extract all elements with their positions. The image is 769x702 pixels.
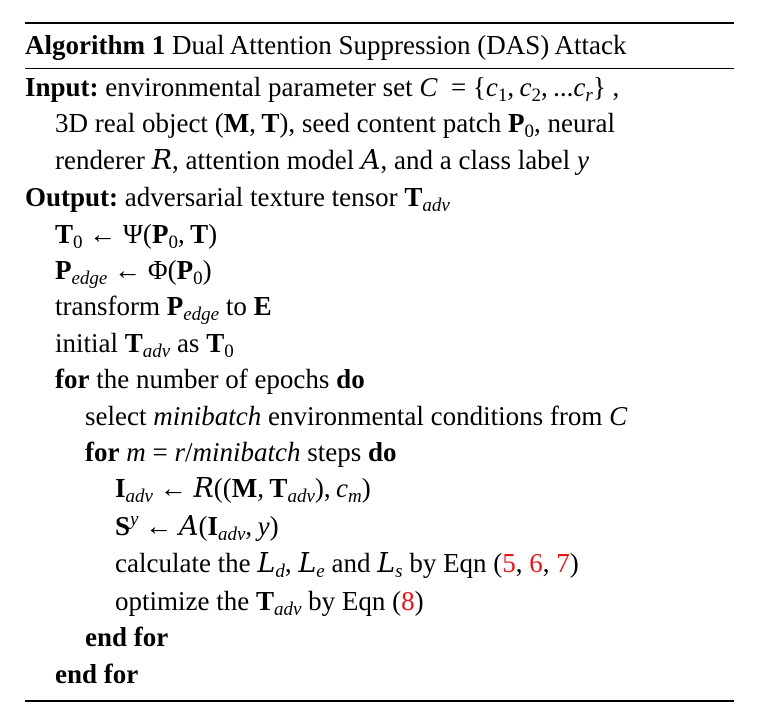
select-rest: environmental conditions from [267, 400, 603, 431]
end-for-outer: end for [55, 658, 139, 689]
and-word: and [331, 548, 371, 579]
calculate-text: calculate the [115, 548, 251, 579]
algorithm-label: Algorithm 1 [25, 30, 166, 60]
step-calculate: calculate the Ld, Le and Ls by Eqn (5, 6… [115, 548, 579, 583]
eqn-ref-7[interactable]: 7 [556, 548, 570, 579]
for-keyword-inner: for [85, 437, 120, 468]
input-text-3a: renderer [55, 144, 145, 175]
select-text: select [85, 400, 147, 431]
eqn-ref-5[interactable]: 5 [502, 548, 516, 579]
input-text-2a: 3D real object [55, 108, 208, 139]
output-line: Output: adversarial texture tensor Tadv [25, 182, 450, 217]
input-text-2b: , seed content patch [288, 108, 502, 139]
for-keyword: for [55, 364, 90, 395]
initial-text: initial [55, 327, 118, 358]
input-line-1: Input: environmental parameter set C = {… [25, 72, 620, 106]
minibatch-word-inner: minibatch [192, 437, 301, 468]
algorithm-block: Algorithm 1 Dual Attention Suppression (… [25, 22, 734, 702]
input-text-2c: , neural [534, 108, 615, 139]
algorithm-caption: Algorithm 1 Dual Attention Suppression (… [25, 24, 734, 62]
minibatch-word: minibatch [153, 400, 262, 431]
math-A: A [361, 144, 381, 176]
input-keyword: Input: [25, 72, 99, 102]
caption-rule [25, 68, 734, 69]
do-keyword-inner: do [368, 437, 397, 468]
step-for-steps: for m = r/minibatch steps do [85, 437, 397, 468]
math-C: C [419, 72, 438, 102]
algorithm-title: Dual Attention Suppression (DAS) Attack [171, 30, 627, 60]
step-transform: transform Pedge to E [55, 291, 272, 326]
step-t0: T0 ← Ψ(P0, T) [55, 218, 218, 253]
step-pedge: Pedge ← Φ(P0) [55, 255, 212, 290]
input-line-3: renderer R, attention model A, and a cla… [55, 144, 589, 176]
output-keyword: Output: [25, 182, 119, 213]
top-rule [25, 22, 734, 24]
steps-word: steps [307, 437, 362, 468]
initial-as: as [176, 327, 200, 358]
input-text-3b: , attention model [172, 144, 355, 175]
eqn-ref-6[interactable]: 6 [529, 548, 543, 579]
by-eqn-text-2: by Eqn ( [308, 585, 402, 616]
step-attention: Sy ← A(Iadv, y) [115, 508, 279, 545]
transform-to: to [225, 291, 247, 322]
input-line-2: 3D real object (M, T), seed content patc… [55, 108, 615, 143]
math-R: R [151, 144, 173, 176]
transform-text: transform [55, 291, 160, 322]
do-keyword: do [336, 364, 365, 395]
input-text-3c: , and a class label [380, 144, 571, 175]
optimize-text: optimize the [115, 585, 250, 616]
step-end-for-outer: end for [25, 656, 734, 692]
output-text: adversarial texture tensor [124, 182, 398, 213]
step-select: select minibatch environmental condition… [85, 400, 628, 431]
step-end-for-inner: end for [25, 619, 734, 655]
step-initial: initial Tadv as T0 [55, 327, 234, 362]
by-eqn-text: by Eqn ( [409, 548, 503, 579]
input-text-1: environmental parameter set [105, 72, 413, 102]
end-for-inner: end for [85, 622, 169, 653]
step-optimize: optimize the Tadv by Eqn (8) [115, 585, 424, 620]
epochs-text: the number of epochs [96, 364, 330, 395]
step-for-epochs: for the number of epochs do [25, 361, 734, 397]
eqn-ref-8[interactable]: 8 [401, 585, 415, 616]
step-render: Iadv ← R((M, Tadv), cm) [115, 473, 371, 508]
